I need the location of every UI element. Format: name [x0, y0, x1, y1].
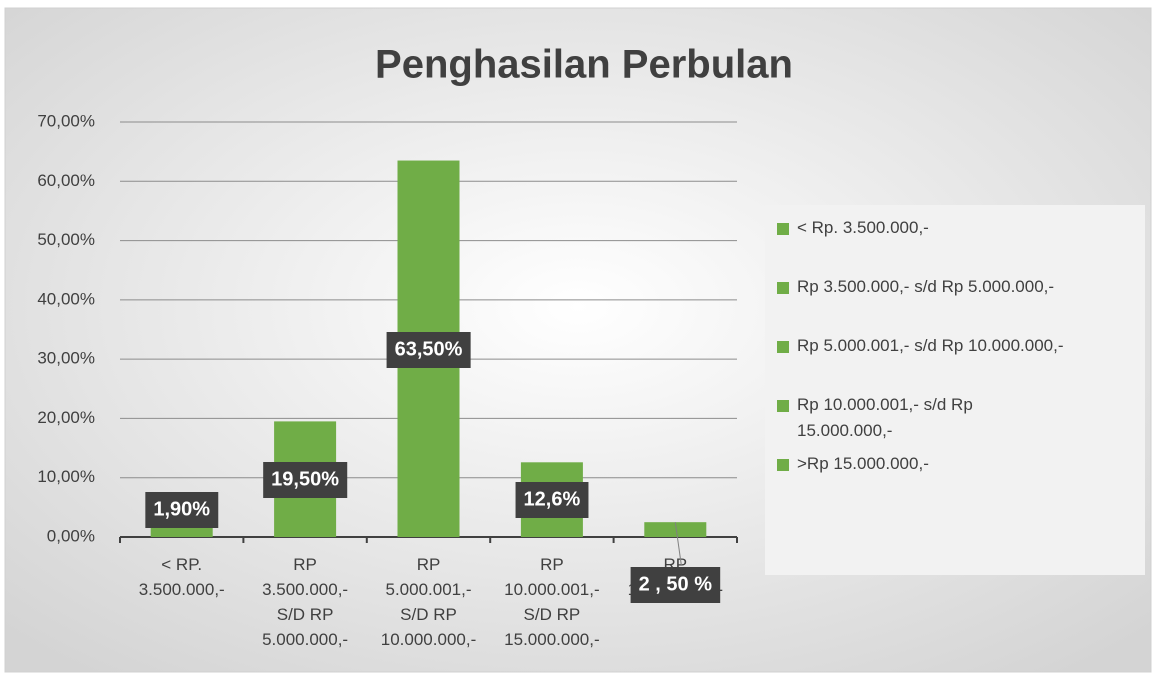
- bar: [150, 525, 213, 537]
- x-tick-label: < RP. 3.500.000,-: [139, 555, 225, 599]
- bar: [644, 522, 707, 537]
- x-tick-label: RP 10.000.001,-S/D RP 15.000.000,-: [504, 555, 599, 649]
- y-tick-label: 60,00%: [37, 171, 95, 190]
- data-label: 63,50%: [395, 338, 463, 360]
- y-tick-label: 10,00%: [37, 467, 95, 486]
- data-label-box: [515, 482, 589, 518]
- data-label: 1,90%: [153, 498, 210, 520]
- y-tick-label: 20,00%: [37, 408, 95, 427]
- y-tick-label: 70,00%: [37, 111, 95, 130]
- legend-label: Rp 3.500.000,- s/d Rp 5.000.000,-: [797, 277, 1054, 296]
- x-tick-label: RP 5.000.001,-S/D RP 10.000.000,-: [381, 555, 476, 649]
- data-label-box: [263, 462, 348, 498]
- legend-swatch: [777, 459, 789, 471]
- legend-swatch: [777, 223, 789, 235]
- y-tick-label: 30,00%: [37, 349, 95, 368]
- legend-swatch: [777, 282, 789, 294]
- data-label-box: [386, 332, 471, 368]
- chart-title: Penghasilan Perbulan: [375, 43, 793, 87]
- leader-line: [674, 522, 682, 566]
- data-label: 2 , 50 %: [639, 573, 713, 595]
- legend-label: < Rp. 3.500.000,-: [797, 218, 929, 237]
- y-tick-label: 0,00%: [47, 526, 95, 545]
- data-label: 12,6%: [524, 488, 581, 510]
- legend-label: Rp 5.000.001,- s/d Rp 10.000.000,-: [797, 336, 1064, 355]
- y-tick-label: 40,00%: [37, 289, 95, 308]
- y-tick-label: 50,00%: [37, 230, 95, 249]
- legend-label: >Rp 15.000.000,-: [797, 454, 929, 473]
- legend-swatch: [777, 341, 789, 353]
- data-label-box: [145, 492, 219, 528]
- legend-label: Rp 10.000.001,- s/d Rp 15.000.000,-: [797, 395, 973, 440]
- legend-swatch: [777, 400, 789, 412]
- data-label-box: [630, 567, 721, 603]
- data-label: 19,50%: [271, 468, 339, 490]
- x-tick-label: RP 3.500.000,-S/D RP 5.000.000,-: [262, 555, 348, 649]
- legend-box: [765, 205, 1145, 575]
